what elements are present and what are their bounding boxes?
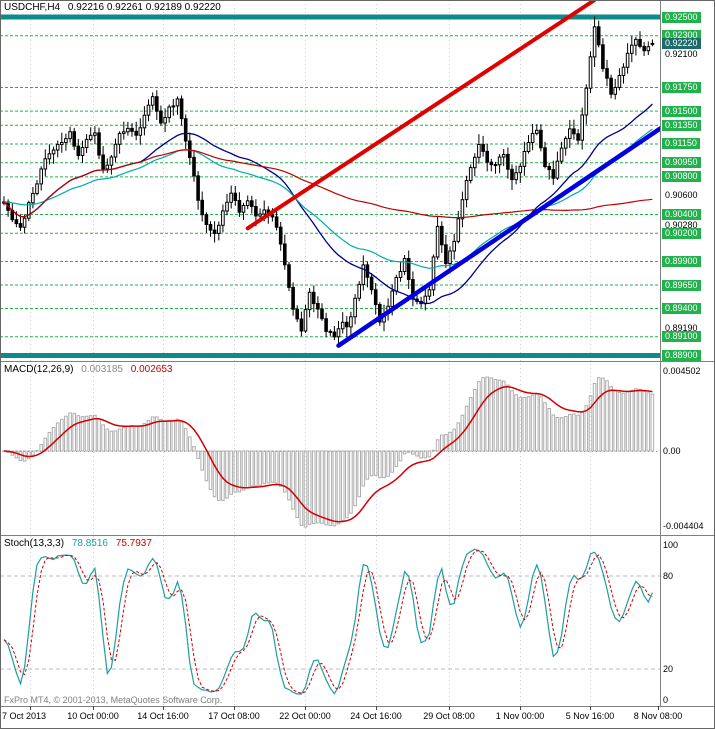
ohlc-values: 0.92216 0.92261 0.92189 0.92220 [67, 2, 221, 13]
macd-scale-label: -0.004404 [663, 521, 704, 531]
stoch-indicator-label: Stoch(13,3,3) 78.8516 75.7937 [4, 538, 152, 549]
stoch-main-line [3, 548, 653, 695]
key-level-bands[interactable] [0, 14, 660, 358]
time-axis-ticks [30, 706, 659, 710]
stoch-scale-label: 20 [663, 664, 674, 674]
stoch-signal-line [3, 549, 653, 694]
price-level-label: 0.90400 [662, 209, 701, 220]
trendline-uptrend-blue[interactable] [336, 126, 661, 348]
price-level-label: 0.88900 [662, 350, 701, 361]
macd-name: MACD(12,26,9) [4, 364, 74, 375]
macd-scale-label: 0.00 [663, 446, 681, 456]
price-level-label: 0.90200 [662, 228, 701, 239]
price-level-label: 0.90950 [662, 157, 701, 168]
price-tick-label: 0.89190 [665, 323, 698, 333]
macd-histogram [2, 376, 655, 528]
price-level-label: 0.90800 [662, 171, 701, 182]
time-axis-label: 29 Oct 08:00 [423, 711, 475, 721]
time-axis-label: 5 Nov 16:00 [565, 711, 615, 721]
stoch-guide-levels [0, 575, 660, 670]
time-axis-label: 10 Oct 00:00 [67, 711, 119, 721]
time-axis-label: 1 Nov 00:00 [495, 711, 545, 721]
price-level-label: 0.89900 [662, 256, 701, 267]
price-level-label: 0.89400 [662, 303, 701, 314]
time-axis-label: 22 Oct 00:00 [279, 711, 331, 721]
time-axis-label: 14 Oct 16:00 [137, 711, 189, 721]
price-tick-label: 0.90600 [665, 190, 698, 200]
price-level-label: 0.89650 [662, 280, 701, 291]
price-tick-label: 0.92100 [665, 49, 698, 59]
trendline-uptrend-red[interactable] [245, 0, 597, 231]
macd-indicator-label: MACD(12,26,9) 0.003185 0.002653 [4, 364, 172, 375]
chart-title: USDCHF,H4 0.92216 0.92261 0.92189 0.9222… [4, 2, 221, 13]
macd-signal-value: 0.002653 [130, 364, 173, 375]
price-level-label: 0.89100 [662, 331, 701, 342]
stoch-name: Stoch(13,3,3) [4, 538, 65, 549]
symbol-timeframe-label: USDCHF,H4 [4, 2, 61, 13]
macd-scale-label: 0.004502 [663, 366, 701, 376]
price-level-label: 0.91750 [662, 82, 701, 93]
stoch-scale-label: 0 [663, 695, 669, 705]
time-axis-label: 7 Oct 2013 [2, 711, 47, 721]
price-level-label: 0.91500 [662, 106, 701, 117]
price-level-label: 0.92500 [662, 12, 701, 23]
price-level-label: 0.91350 [662, 120, 701, 131]
moving-average-sma-120 [3, 149, 653, 219]
price-tick-label: 0.90280 [665, 220, 698, 230]
stoch-signal-value: 75.7937 [115, 538, 152, 549]
copyright-text: FxPro MT4, © 2001-2013, MetaQuotes Softw… [4, 695, 223, 705]
current-price-label: 0.92220 [662, 38, 701, 49]
macd-main-value: 0.003185 [81, 364, 123, 375]
stoch-scale-label: 100 [663, 540, 679, 550]
time-axis-label: 8 Nov 08:00 [633, 711, 683, 721]
stoch-scale-label: 80 [663, 571, 674, 581]
macd-signal-line [3, 385, 653, 523]
stoch-main-value: 78.8516 [71, 538, 108, 549]
time-axis-label: 17 Oct 08:00 [208, 711, 260, 721]
support-resistance-levels[interactable] [0, 35, 660, 338]
price-level-label: 0.91150 [662, 138, 700, 149]
price-level-label: 0.92300 [662, 30, 701, 41]
time-axis-label: 24 Oct 16:00 [350, 711, 402, 721]
